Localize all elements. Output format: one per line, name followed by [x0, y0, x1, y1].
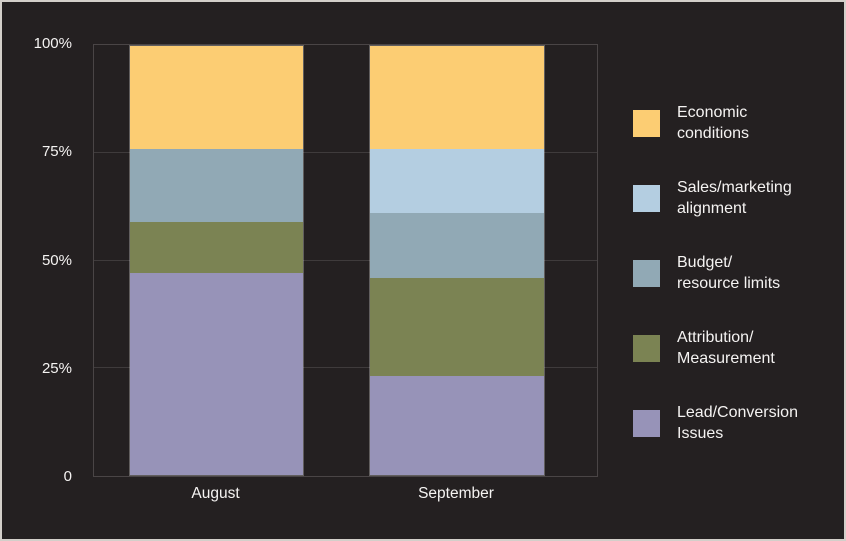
legend-item-budget-resource-limits: Budget/resource limits	[633, 252, 798, 294]
gridline-75	[94, 151, 597, 153]
bar-segment-august-lead-conversion-issues	[130, 273, 303, 475]
gridline-50	[94, 259, 597, 261]
legend-item-sales-marketing-alignment: Sales/marketing alignment	[633, 177, 798, 219]
legend-swatch-icon	[633, 334, 660, 362]
legend-label: Attribution/Measurement	[677, 327, 775, 369]
y-tick-label-25: 25%	[41, 359, 72, 377]
y-tick-label-75: 75%	[41, 143, 72, 161]
bar-segment-august-attribution-measurement	[130, 221, 303, 274]
bar-segment-august-economic-conditions	[130, 46, 303, 149]
legend-label-line: Attribution/	[677, 329, 754, 346]
legend-label: Economic conditions	[677, 102, 749, 144]
legend-label-line: conditions	[677, 125, 750, 142]
bar-segment-august-budget-resource-limits	[130, 148, 303, 222]
x-tick-label-august: August	[191, 485, 240, 502]
legend-label-line: Sales/marketing	[677, 179, 792, 196]
plot-area	[93, 44, 598, 477]
y-tick-label-100: 100%	[33, 35, 72, 52]
bar-august	[129, 45, 304, 476]
bar-segment-september-economic-conditions	[370, 46, 544, 149]
legend-swatch-icon	[633, 409, 660, 437]
legend-label-line: Measurement	[677, 350, 775, 367]
legend-item-economic-conditions: Economic conditions	[633, 102, 798, 144]
legend-swatch-icon	[633, 184, 660, 212]
bar-segment-september-attribution-measurement	[370, 277, 544, 377]
bar-segment-september-sales-marketing-alignment	[370, 149, 544, 214]
legend-item-attribution-measurement: Attribution/Measurement	[633, 327, 798, 369]
x-tick-label-september: September	[418, 485, 494, 502]
bar-september	[369, 45, 545, 476]
legend-swatch-icon	[633, 109, 660, 137]
legend-label-line: Budget/	[677, 254, 733, 271]
legend-label-line: Economic	[677, 104, 748, 121]
legend-label-line: Lead/Conversion	[677, 404, 798, 421]
legend-label: Budget/resource limits	[677, 252, 780, 294]
bar-segment-september-budget-resource-limits	[370, 213, 544, 278]
legend-swatch-icon	[633, 259, 660, 287]
legend-label-line: Issues	[677, 425, 724, 442]
legend-label: Sales/marketing alignment	[677, 177, 792, 219]
legend-label: Lead/Conversion Issues	[677, 402, 798, 444]
gridline-25	[94, 367, 597, 369]
legend: Economic conditions Sales/marketing alignme…	[633, 102, 798, 444]
legend-label-line: alignment	[677, 200, 747, 217]
y-tick-label-0: 0	[63, 468, 72, 485]
y-tick-label-50: 50%	[41, 251, 72, 269]
bar-segment-september-lead-conversion-issues	[370, 376, 544, 475]
legend-label-line: resource limits	[677, 275, 781, 292]
legend-item-lead-conversion-issues: Lead/Conversion Issues	[633, 402, 798, 444]
